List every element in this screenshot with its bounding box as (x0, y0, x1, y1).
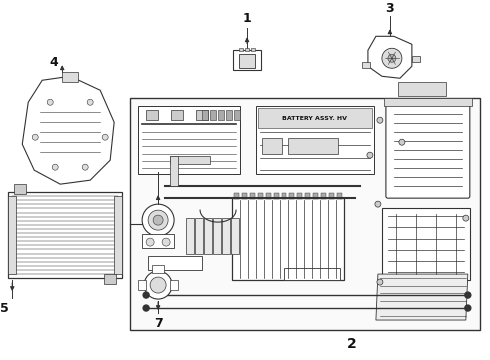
Bar (170, 156, 210, 164)
Bar (234, 193, 239, 199)
Bar (398, 82, 446, 96)
Circle shape (144, 271, 172, 299)
Bar (258, 193, 263, 199)
Circle shape (463, 215, 469, 221)
Bar (245, 48, 249, 51)
Bar (171, 110, 183, 120)
Circle shape (32, 134, 38, 140)
Circle shape (367, 152, 373, 158)
Circle shape (465, 305, 471, 311)
Bar (258, 108, 372, 128)
Bar (104, 274, 116, 284)
Circle shape (399, 139, 405, 145)
Circle shape (382, 48, 402, 68)
Bar (152, 265, 164, 273)
Bar (256, 106, 374, 174)
Text: 3: 3 (386, 2, 394, 15)
Circle shape (148, 210, 168, 230)
Bar (249, 193, 254, 199)
Bar (297, 193, 302, 199)
Bar (138, 106, 240, 174)
Bar (273, 193, 278, 199)
Bar (213, 218, 221, 254)
Text: BATTERY ASSY. HV: BATTERY ASSY. HV (282, 116, 347, 121)
Text: 4: 4 (50, 56, 59, 69)
Polygon shape (376, 274, 468, 320)
Text: 7: 7 (154, 316, 163, 329)
Circle shape (52, 164, 58, 170)
Circle shape (375, 201, 381, 207)
Bar (232, 198, 344, 280)
Polygon shape (368, 36, 412, 78)
FancyBboxPatch shape (386, 102, 470, 198)
Text: 6: 6 (164, 164, 172, 177)
Circle shape (150, 277, 166, 293)
Circle shape (388, 54, 396, 62)
Circle shape (162, 238, 170, 246)
Circle shape (142, 204, 174, 236)
Bar (281, 193, 287, 199)
Bar (114, 196, 122, 274)
Bar (8, 196, 16, 274)
Circle shape (47, 99, 53, 105)
Bar (210, 110, 216, 120)
Circle shape (87, 99, 93, 105)
Bar (242, 193, 246, 199)
Bar (305, 193, 311, 199)
Bar (384, 98, 472, 106)
Bar (412, 56, 420, 62)
Bar (148, 256, 202, 270)
Bar (288, 138, 338, 154)
Bar (233, 50, 261, 70)
Bar (290, 193, 294, 199)
Bar (138, 280, 146, 290)
Bar (329, 193, 335, 199)
Circle shape (143, 305, 149, 311)
Bar (226, 110, 232, 120)
Bar (202, 110, 208, 120)
Bar (204, 218, 212, 254)
Bar (222, 218, 230, 254)
Circle shape (82, 164, 88, 170)
Circle shape (143, 292, 149, 298)
Circle shape (153, 215, 163, 225)
Text: 2: 2 (347, 337, 357, 351)
Bar (239, 48, 243, 51)
Text: 5: 5 (0, 302, 9, 315)
Bar (231, 218, 239, 254)
Bar (284, 268, 340, 280)
Bar (146, 110, 158, 120)
Circle shape (465, 292, 471, 298)
Bar (195, 218, 203, 254)
Bar (239, 54, 255, 68)
Circle shape (146, 238, 154, 246)
Bar (234, 110, 240, 120)
Bar (314, 193, 318, 199)
Bar (262, 138, 282, 154)
Text: 1: 1 (243, 12, 251, 25)
Circle shape (102, 134, 108, 140)
Bar (218, 110, 224, 120)
Bar (170, 156, 178, 186)
Bar (186, 218, 194, 254)
Bar (14, 184, 26, 194)
Bar (62, 72, 78, 82)
Polygon shape (22, 76, 114, 184)
Circle shape (377, 117, 383, 123)
Bar (130, 98, 480, 330)
Bar (382, 208, 470, 280)
Bar (266, 193, 270, 199)
Bar (251, 48, 255, 51)
Bar (321, 193, 326, 199)
Bar (8, 192, 122, 278)
Bar (170, 280, 178, 290)
Bar (362, 62, 370, 68)
Bar (338, 193, 343, 199)
Bar (142, 234, 174, 248)
Bar (196, 110, 208, 120)
Circle shape (377, 279, 383, 285)
